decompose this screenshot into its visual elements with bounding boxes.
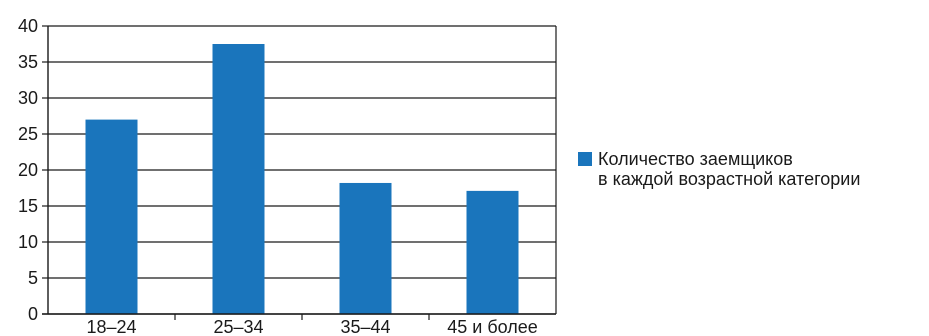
x-tick-label: 18–24 bbox=[86, 317, 136, 336]
y-tick-label: 5 bbox=[28, 268, 38, 288]
y-tick-label: 15 bbox=[18, 196, 38, 216]
bar-1 bbox=[85, 119, 138, 314]
x-tick-label: 25–34 bbox=[213, 317, 263, 336]
y-tick-label: 0 bbox=[28, 304, 38, 324]
legend-label: Количество заемщиков в каждой возрастной… bbox=[598, 149, 860, 189]
legend-swatch bbox=[578, 152, 592, 166]
y-tick-label: 20 bbox=[18, 160, 38, 180]
legend-label-line-2: в каждой возрастной категории bbox=[598, 169, 861, 189]
bar-3 bbox=[339, 182, 392, 314]
y-tick-label: 25 bbox=[18, 124, 38, 144]
legend-label-line-1: Количество заемщиков bbox=[598, 149, 793, 169]
y-tick-label: 30 bbox=[18, 88, 38, 108]
bar-2 bbox=[212, 44, 265, 314]
y-tick-label: 10 bbox=[18, 232, 38, 252]
x-tick-label: 45 и более bbox=[447, 317, 538, 336]
y-tick-label: 40 bbox=[18, 16, 38, 36]
x-tick-label: 35–44 bbox=[340, 317, 390, 336]
bar-4 bbox=[466, 190, 519, 314]
legend: Количество заемщиков в каждой возрастной… bbox=[578, 149, 860, 189]
y-tick-label: 35 bbox=[18, 52, 38, 72]
